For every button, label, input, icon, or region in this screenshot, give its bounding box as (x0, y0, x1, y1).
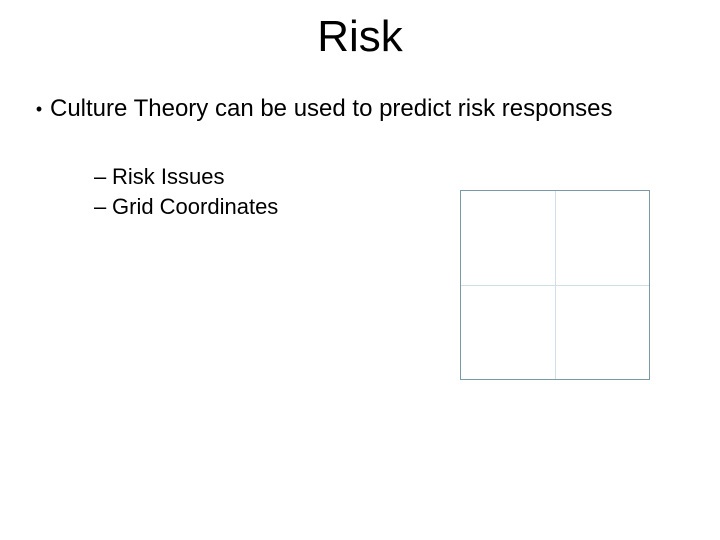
slide-title: Risk (0, 0, 720, 70)
sub-item-risk-issues: – Risk Issues (94, 162, 692, 192)
grid-horizontal-line (461, 285, 649, 286)
sub-dash: – (94, 192, 112, 222)
bullet-item: • Culture Theory can be used to predict … (28, 94, 692, 124)
sub-dash: – (94, 162, 112, 192)
bullet-marker: • (28, 94, 50, 121)
sub-item-label: Risk Issues (112, 162, 224, 192)
bullet-text: Culture Theory can be used to predict ri… (50, 94, 692, 124)
sub-item-label: Grid Coordinates (112, 192, 278, 222)
grid-diagram (460, 190, 650, 380)
